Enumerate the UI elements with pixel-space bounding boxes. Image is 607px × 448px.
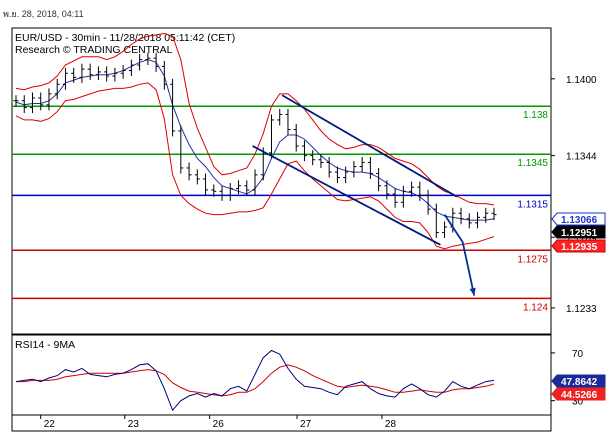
bollinger-upper-line bbox=[15, 32, 495, 206]
price-tag-label-2: 1.12935 bbox=[561, 242, 598, 253]
x-tick-label-1: 23 bbox=[128, 419, 140, 430]
level-label-2: 1.1315 bbox=[517, 199, 548, 210]
level-label-0: 1.138 bbox=[523, 110, 548, 121]
rsi-ma-line bbox=[16, 364, 495, 397]
price-tag-0 bbox=[551, 212, 606, 226]
projection-arrow-head bbox=[469, 287, 476, 296]
rsi-panel bbox=[11, 334, 552, 416]
rsi-tick-label-1: 30 bbox=[572, 397, 584, 408]
projection-arrow bbox=[443, 214, 476, 296]
trend-channel bbox=[252, 94, 476, 296]
rsi-tag-label-1: 44.5266 bbox=[561, 390, 598, 401]
level-label-1: 1.1345 bbox=[517, 158, 548, 169]
window-timestamp: พ.ย. 28, 2018, 04:11 bbox=[3, 9, 84, 19]
channel-upper-line bbox=[281, 94, 458, 198]
bollinger-lower-line bbox=[15, 82, 495, 250]
x-tick-label-0: 22 bbox=[44, 419, 56, 430]
price-tag-label-1: 1.12951 bbox=[561, 228, 598, 239]
x-tick-label-3: 27 bbox=[300, 419, 312, 430]
level-label-3: 1.1275 bbox=[517, 254, 548, 265]
price-tag-label-0: 1.13066 bbox=[561, 215, 598, 226]
price-tag-1 bbox=[551, 225, 606, 239]
time-axis bbox=[11, 414, 552, 432]
chart-header-symbol: EUR/USD - 30min - 11/28/2018 05:11:42 (C… bbox=[15, 32, 235, 44]
price-tags: 1.13066 1.12951 1.12935 47.8642 44.5266 bbox=[551, 212, 606, 401]
horizontal-levels: 1.138 1.1345 1.1315 1.1275 1.124 bbox=[12, 105, 551, 313]
rsi-series bbox=[15, 349, 495, 412]
price-panel bbox=[11, 27, 552, 335]
chart-header-source: Research © TRADING CENTRAL bbox=[15, 44, 173, 56]
y-tick-label-1: 1.1344 bbox=[566, 152, 597, 163]
rsi-line bbox=[15, 349, 495, 412]
rsi-tag-1 bbox=[551, 387, 606, 401]
y-tick-label-3: 1.1233 bbox=[566, 304, 597, 315]
x-tick-label-4: 28 bbox=[385, 419, 397, 430]
y-tick-label-0: 1.1400 bbox=[566, 75, 597, 86]
price-tag-2 bbox=[551, 239, 606, 253]
rsi-tick-label-0: 70 bbox=[572, 349, 584, 360]
rsi-tag-0 bbox=[551, 374, 606, 388]
x-tick-label-2: 26 bbox=[213, 419, 225, 430]
rsi-panel-title: RSI14 - 9MA bbox=[15, 339, 75, 351]
channel-lower-line bbox=[252, 145, 441, 246]
rsi-tag-label-0: 47.8642 bbox=[561, 377, 598, 388]
y-tick-label-2: 1.1289 bbox=[566, 233, 597, 244]
level-label-4: 1.124 bbox=[523, 302, 548, 313]
axis-labels: 1.1400 1.1344 1.1289 1.1233 70 30 22 23 26 27 28 bbox=[40, 75, 597, 430]
